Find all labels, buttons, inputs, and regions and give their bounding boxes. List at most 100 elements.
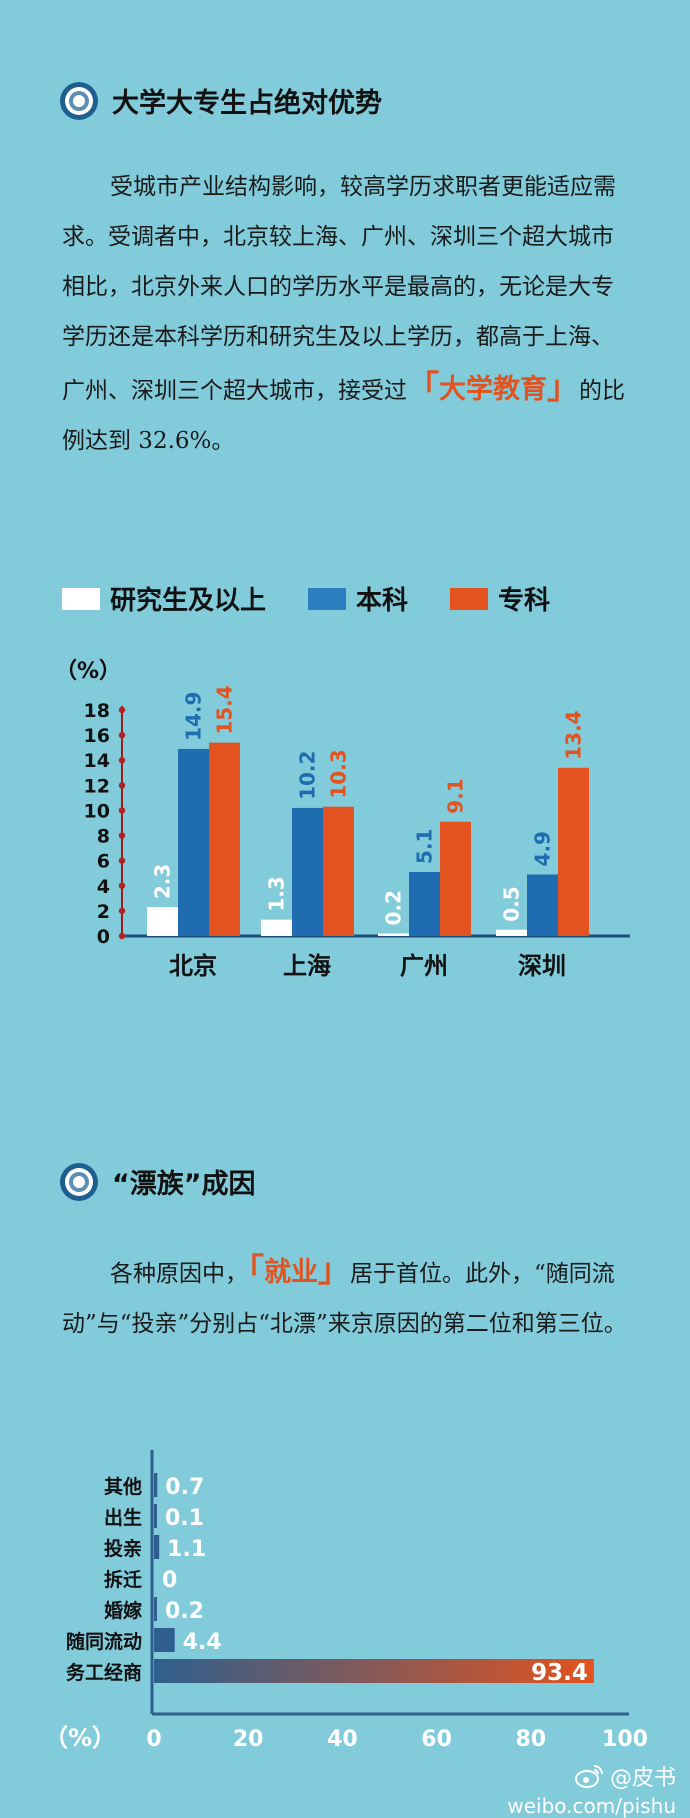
legend-item-bachelor: 本科 [308,580,408,617]
x-category-label: 广州 [400,952,448,980]
y-tick-dot [118,932,126,940]
legend-item-college: 专科 [450,580,550,617]
paragraph-text: 各种原因中， [110,1261,248,1287]
x-category-label: 北京 [169,952,217,980]
y-tick-dot [118,832,126,839]
bar-深圳-研究生及以上 [496,929,527,936]
watermark-handle: @皮书 [507,1760,676,1792]
y-axis-unit-label: （%） [55,659,121,684]
y-category-label: 出生 [104,1506,142,1529]
bar-北京-专科 [209,742,240,936]
target-icon [60,1162,98,1201]
data-label: 0.2 [165,1599,204,1624]
y-tick-dot [118,731,126,739]
legend-label: 本科 [356,586,409,616]
x-tick-label: 80 [515,1727,546,1750]
y-tick-label: 0 [97,926,110,948]
y-tick-dot [118,757,126,764]
bar-上海-本科 [292,807,323,936]
data-label: 10.2 [296,751,320,800]
watermark-site: weibo.com/pishu [507,1794,676,1818]
section1-paragraph: 受城市产业结构影响，较高学历求职者更能适应需求。受调者中，北京较上海、广州、深圳… [62,162,634,466]
y-tick-label: 18 [84,700,110,722]
section2-paragraph: 各种原因中，「就业」居于首位。此外，“随同流动”与“投亲”分别占“北漂”来京原因… [62,1245,634,1349]
data-label: 13.4 [562,710,586,759]
section-title-text: “漂族”成因 [112,1169,256,1200]
chart-legend: 研究生及以上 本科 专科 [62,580,550,617]
x-category-label: 上海 [283,952,331,980]
paragraph-text: 居于首位。此外，“随同流动”与“投亲”分别占“北漂”来京原因的第二位和第三位。 [62,1261,627,1337]
data-label: 0.1 [165,1506,204,1531]
data-label: 0 [162,1568,177,1593]
y-category-label: 婚嫁 [104,1599,142,1622]
y-category-label: 其他 [104,1475,142,1498]
y-tick-dot [118,857,126,864]
bar-务工经商 [154,1659,594,1683]
bar-广州-专科 [440,821,471,936]
bar-深圳-专科 [558,767,589,936]
target-icon [60,81,98,120]
weibo-icon [574,1765,603,1788]
y-tick-label: 4 [97,876,110,898]
bar-广州-本科 [409,871,440,936]
y-category-label: 拆迁 [104,1568,142,1591]
y-tick-label: 14 [84,750,110,772]
legend-swatch-college [450,587,489,610]
y-tick-label: 6 [97,851,110,873]
bar-上海-研究生及以上 [261,919,292,936]
data-label: 0.5 [500,886,524,921]
watermark-handle-text: @皮书 [609,1766,676,1791]
legend-item-postgrad: 研究生及以上 [62,580,266,617]
data-label: 4.4 [183,1630,222,1655]
bar-上海-专科 [323,806,354,936]
section-title-1: 大学大专生占绝对优势 [60,81,382,120]
data-label: 1.1 [167,1537,206,1562]
bracket-open: 「 [248,1251,265,1289]
bar-广州-研究生及以上 [378,933,409,936]
legend-label: 研究生及以上 [110,586,267,616]
reasons-bar-chart: 其他 0.7 出生 0.1 投亲 1.1 拆迁 0 婚嫁 0.2 随同流动 4.4 务工经商 93.4 0 2… [44,1450,648,1750]
y-tick-dot [118,706,126,714]
data-label: 4.9 [531,831,555,866]
section-title-2: “漂族”成因 [60,1162,256,1201]
y-tick-dot [118,807,126,814]
y-tick-dot [118,782,126,789]
bracket-close: 」 [318,1251,351,1289]
y-tick-dot [118,907,126,915]
data-label: 2.3 [151,864,175,899]
y-category-label: 投亲 [104,1537,142,1560]
data-label: 93.4 [531,1660,588,1686]
y-tick-dot [118,882,126,889]
highlight-text: 大学教育 [439,374,548,405]
bar-北京-研究生及以上 [147,907,178,936]
legend-label: 专科 [498,586,551,616]
bar-婚嫁 [154,1597,157,1621]
data-label: 5.1 [413,829,437,864]
y-category-label: 随同流动 [66,1630,142,1653]
paragraph-text: 受城市产业结构影响，较高学历求职者更能适应需求。受调者中，北京较上海、广州、深圳… [62,174,616,404]
legend-swatch-bachelor [308,587,347,610]
data-label: 15.4 [213,685,237,734]
bar-深圳-本科 [527,874,558,936]
x-tick-label: 60 [421,1727,452,1750]
data-label: 9.1 [444,778,468,813]
x-tick-label: 40 [327,1727,358,1750]
data-label: 0.7 [165,1475,204,1500]
paragraph-text: 的比例达到 32.6%。 [62,378,626,454]
x-axis-unit-label: （%） [44,1724,116,1750]
highlight-text: 就业 [264,1257,319,1288]
y-tick-label: 16 [84,725,110,747]
bar-出生 [154,1504,157,1528]
y-tick-label: 2 [97,901,110,923]
x-category-label: 深圳 [518,952,566,980]
section-title-text: 大学大专生占绝对优势 [112,88,382,119]
x-tick-label: 20 [233,1727,264,1750]
y-tick-label: 12 [84,775,110,797]
bracket-open: 「 [407,368,440,406]
watermark: @皮书 weibo.com/pishu [507,1760,676,1818]
x-tick-label: 0 [146,1727,161,1750]
bracket-close: 」 [547,368,580,406]
bar-随同流动 [154,1628,175,1652]
y-category-label: 务工经商 [66,1661,142,1684]
bar-其他 [154,1473,158,1497]
